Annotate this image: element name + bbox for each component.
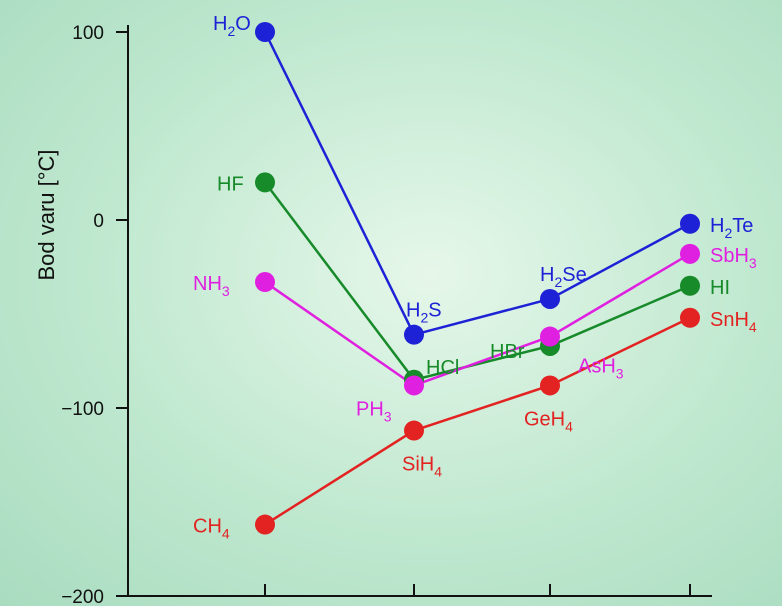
point-label: H2Se: [540, 264, 587, 290]
y-tick-label: −100: [61, 399, 104, 420]
data-point: [680, 243, 700, 264]
point-label: AsH3: [578, 356, 624, 382]
y-tick-label: 100: [72, 23, 104, 44]
axis-ticks: 100 0 −100 −200: [61, 23, 691, 606]
data-point: [255, 272, 275, 293]
data-point: [404, 420, 424, 441]
data-point: [255, 172, 275, 193]
series-layer: [255, 22, 700, 535]
point-label: H2O: [213, 13, 251, 39]
data-point: [404, 375, 424, 396]
y-tick-label: 0: [93, 211, 104, 232]
point-label: CH4: [193, 516, 230, 542]
data-point: [680, 307, 700, 328]
data-point: [540, 288, 560, 309]
point-label: HCl: [426, 357, 459, 379]
y-tick-label: −200: [61, 587, 104, 606]
point-label: SiH4: [402, 454, 442, 480]
series-line: [264, 252, 691, 387]
point-label: HBr: [490, 341, 525, 363]
point-label: HF: [217, 173, 244, 195]
point-label: SbH3: [710, 245, 757, 271]
point-label: H2Te: [710, 215, 753, 241]
data-point: [540, 326, 560, 347]
point-label: GeH4: [524, 408, 573, 434]
point-labels: H2O H2S H2Se H2Te HF HCl HBr HI NH3 PH3 AsH3 SbH3 CH…: [193, 13, 757, 542]
data-point: [540, 375, 560, 396]
series-line: [264, 316, 691, 526]
y-axis-title: Bod varu [°C]: [34, 149, 59, 280]
point-label: SnH4: [710, 309, 757, 335]
data-point: [255, 514, 275, 535]
data-point: [680, 275, 700, 296]
point-label: HI: [710, 277, 730, 299]
series-line: [263, 31, 691, 337]
data-point: [680, 213, 700, 234]
point-label: PH3: [356, 398, 392, 424]
point-label: H2S: [406, 300, 442, 326]
point-label: NH3: [193, 273, 230, 299]
data-point: [404, 324, 424, 345]
data-point: [255, 22, 275, 42]
series-line: [264, 181, 691, 382]
